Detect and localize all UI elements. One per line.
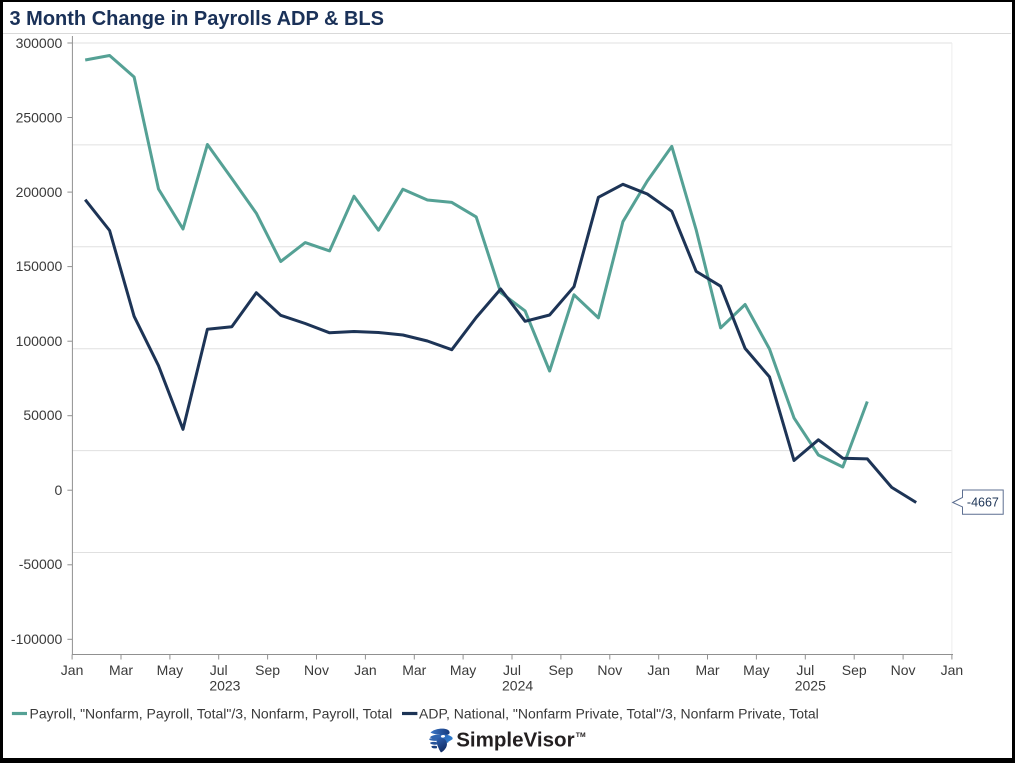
svg-text:-50000: -50000 (19, 556, 63, 572)
svg-text:250000: 250000 (16, 110, 63, 126)
svg-text:200000: 200000 (16, 184, 63, 200)
svg-text:Sep: Sep (842, 662, 867, 678)
svg-text:Jan: Jan (647, 662, 670, 678)
svg-text:May: May (450, 662, 476, 678)
svg-text:-4667: -4667 (967, 495, 999, 509)
svg-text:SimpleVisor: SimpleVisor (456, 728, 574, 751)
svg-text:May: May (743, 662, 769, 678)
svg-text:May: May (157, 662, 183, 678)
svg-text:Jan: Jan (61, 662, 84, 678)
svg-text:Mar: Mar (109, 662, 133, 678)
svg-text:-100000: -100000 (11, 631, 63, 647)
svg-text:Mar: Mar (402, 662, 426, 678)
svg-text:100000: 100000 (16, 333, 63, 349)
svg-text:2023: 2023 (209, 678, 240, 694)
svg-text:Sep: Sep (255, 662, 280, 678)
svg-text:Nov: Nov (304, 662, 329, 678)
svg-text:Jul: Jul (796, 662, 814, 678)
svg-text:Jan: Jan (941, 662, 964, 678)
svg-text:TM: TM (576, 732, 586, 739)
svg-text:Nov: Nov (597, 662, 622, 678)
svg-text:Jul: Jul (210, 662, 228, 678)
svg-text:150000: 150000 (16, 258, 63, 274)
svg-text:3 Month Change in Payrolls ADP: 3 Month Change in Payrolls ADP & BLS (10, 8, 385, 30)
svg-text:300000: 300000 (16, 35, 63, 51)
svg-text:50000: 50000 (23, 407, 62, 423)
svg-text:Mar: Mar (695, 662, 719, 678)
svg-text:2025: 2025 (795, 678, 826, 694)
svg-text:ADP, National, "Nonfarm Privat: ADP, National, "Nonfarm Private, Total"/… (419, 706, 819, 722)
svg-text:Jan: Jan (354, 662, 377, 678)
svg-text:0: 0 (55, 482, 63, 498)
svg-text:2024: 2024 (502, 678, 533, 694)
svg-text:Nov: Nov (891, 662, 916, 678)
svg-text:Sep: Sep (548, 662, 573, 678)
svg-text:Jul: Jul (503, 662, 521, 678)
svg-text:Payroll, "Nonfarm, Payroll, To: Payroll, "Nonfarm, Payroll, Total"/3, No… (30, 706, 393, 722)
